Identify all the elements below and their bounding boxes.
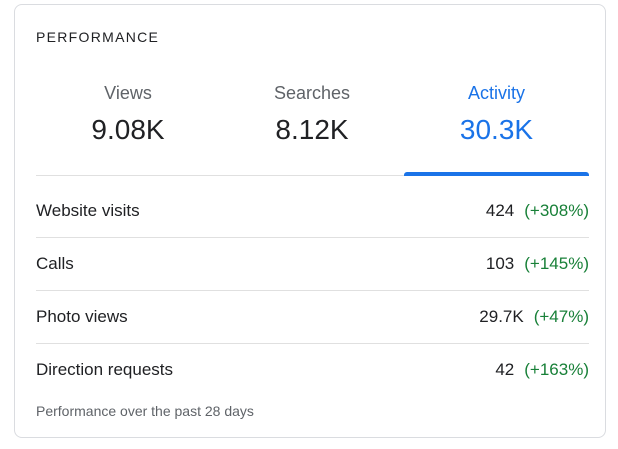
row-delta: (+47%) (533, 307, 589, 326)
row-label: Photo views (36, 307, 128, 326)
tab-label: Activity (467, 83, 525, 103)
tab-value: 8.12K (275, 114, 349, 145)
row-metric: 42 (+163%) (495, 360, 589, 380)
tab-searches[interactable]: Searches 8.12K (220, 77, 404, 175)
tab-label: Searches (273, 83, 351, 103)
row-metric: 29.7K (+47%) (479, 307, 589, 327)
active-tab-indicator (404, 172, 589, 176)
tab-activity[interactable]: Activity 30.3K (404, 77, 589, 176)
list-item: Photo views 29.7K (+47%) (36, 291, 589, 344)
row-delta: (+163%) (524, 360, 589, 379)
row-label: Website visits (36, 201, 140, 220)
card-title: PERFORMANCE (36, 29, 160, 45)
row-value: 42 (495, 360, 515, 379)
list-item: Direction requests 42 (+163%) (36, 344, 589, 396)
row-metric: 103 (+145%) (486, 254, 589, 274)
list-item: Website visits 424 (+308%) (36, 185, 589, 238)
row-label: Direction requests (36, 360, 174, 379)
row-delta: (+308%) (524, 201, 589, 220)
row-value: 103 (485, 254, 515, 273)
row-value: 424 (485, 201, 515, 220)
tab-value: 30.3K (459, 114, 534, 145)
tab-value: 9.08K (91, 114, 165, 145)
row-delta: (+145%) (524, 254, 589, 273)
activity-list: Website visits 424 (+308%) Calls 103 (+1… (36, 185, 589, 396)
row-metric: 424 (+308%) (486, 201, 589, 221)
row-value: 29.7K (479, 307, 524, 326)
metric-tabs: Views 9.08K Searches 8.12K Activity 30.3… (36, 77, 589, 176)
tab-label: Views (104, 83, 152, 103)
performance-card: PERFORMANCE Views 9.08K Searches 8.12K A… (14, 4, 606, 438)
list-item: Calls 103 (+145%) (36, 238, 589, 291)
row-label: Calls (36, 254, 74, 273)
tab-views[interactable]: Views 9.08K (36, 77, 220, 175)
footnote: Performance over the past 28 days (36, 403, 254, 419)
